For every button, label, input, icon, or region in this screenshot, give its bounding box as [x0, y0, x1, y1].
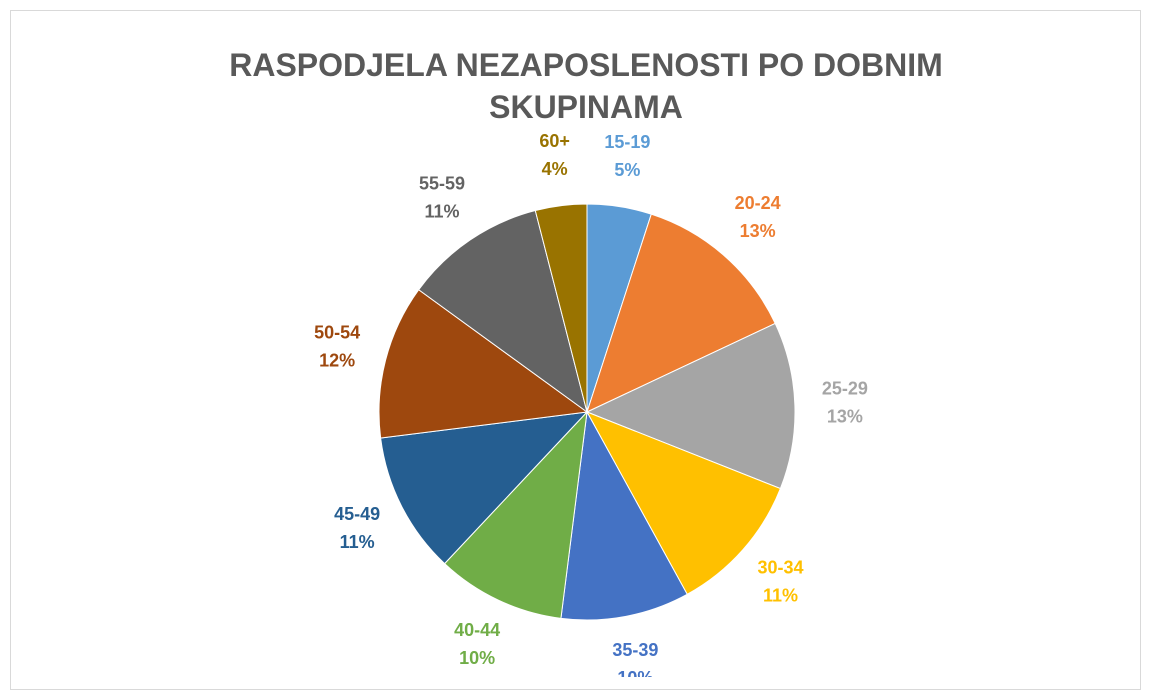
slice-category-label: 35-39	[612, 640, 658, 660]
pie-slice	[534, 203, 588, 413]
slice-category-label: 20-24	[735, 193, 781, 213]
pie-slice	[418, 209, 588, 414]
slice-value-label: 11%	[340, 532, 375, 552]
slice-category-label: 15-19	[604, 132, 650, 152]
chart-title: RASPODJELA NEZAPOSLENOSTI PO DOBNIM SKUP…	[229, 47, 943, 125]
slice-category-label: 45-49	[334, 504, 380, 524]
slice-value-label: 4%	[542, 159, 568, 179]
slice-value-label: 5%	[614, 160, 640, 180]
slice-value-label: 13%	[740, 221, 776, 241]
slice-category-label: 60+	[539, 131, 570, 151]
slice-category-label: 40-44	[454, 620, 500, 640]
pie-slice	[380, 411, 589, 565]
pie-slice	[443, 410, 588, 619]
slice-value-label: 13%	[827, 407, 863, 427]
slice-category-label: 50-54	[314, 323, 360, 343]
slice-category-label: 30-34	[758, 557, 804, 577]
slice-value-label: 11%	[763, 585, 798, 605]
slice-value-label: 10%	[459, 648, 495, 668]
slice-value-label: 10%	[617, 668, 653, 677]
slice-category-label: 25-29	[822, 379, 868, 399]
pie-slice	[560, 410, 688, 621]
slice-category-label: 55-59	[419, 173, 465, 193]
pie-slice	[585, 411, 782, 595]
pie-slice	[378, 289, 589, 439]
pie-slice	[585, 322, 796, 490]
pie-slice	[586, 213, 776, 413]
slice-value-label: 12%	[319, 351, 355, 371]
slice-value-label: 11%	[424, 201, 459, 221]
